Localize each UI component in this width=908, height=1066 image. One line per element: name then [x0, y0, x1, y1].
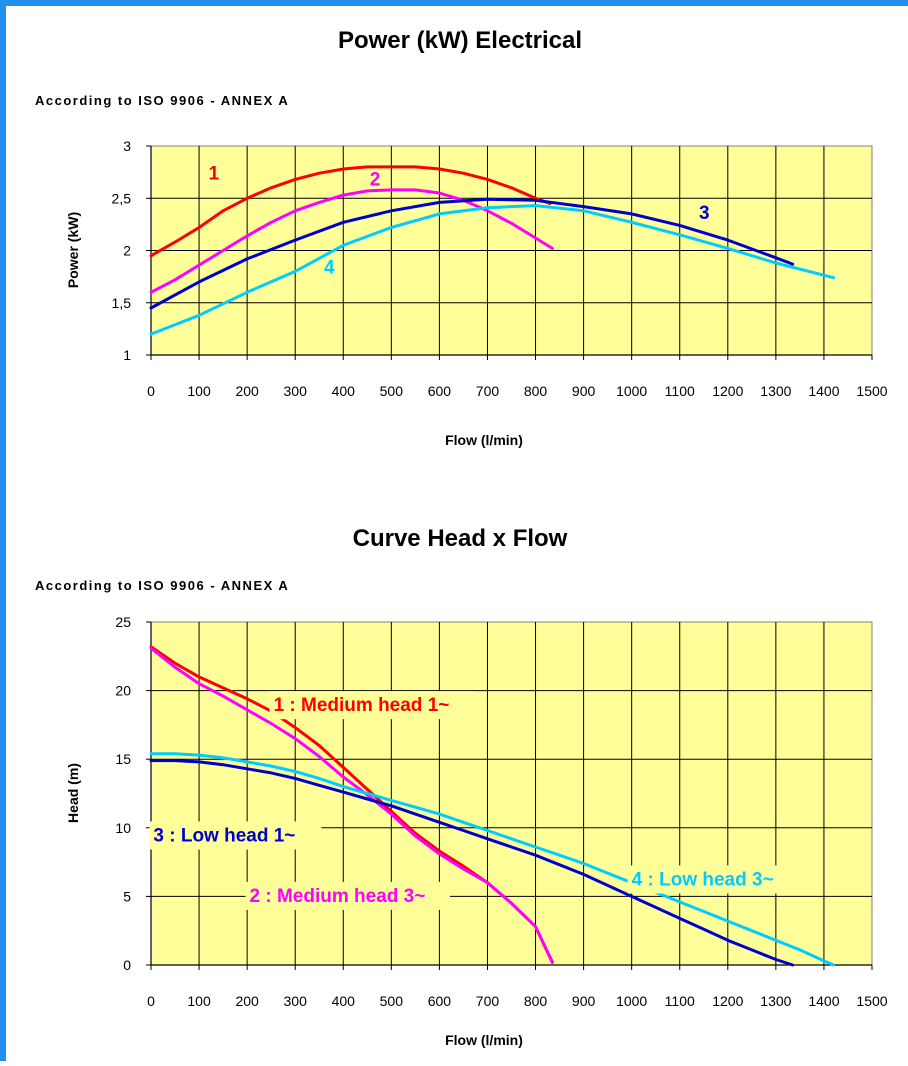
chart2-y-tick-label: 15 — [115, 751, 131, 767]
chart2-y-axis-label: Head (m) — [65, 763, 81, 823]
chart2-x-tick-label: 900 — [572, 993, 596, 1009]
chart1-x-tick-label: 500 — [380, 383, 404, 399]
chart2-series-annotation: 1 : Medium head 1~ — [274, 695, 450, 716]
chart2-series-line-3 — [149, 759, 795, 967]
chart1-series-annotation: 1 — [209, 163, 220, 184]
chart1-subtitle: According to ISO 9906 - ANNEX A — [35, 93, 289, 108]
chart2-x-tick-label: 800 — [524, 993, 548, 1009]
chart2-x-axis-label: Flow (l/min) — [445, 1032, 523, 1048]
chart2-annotation-box — [627, 865, 800, 894]
chart1-title: Power (kW) Electrical — [338, 27, 582, 54]
chart2-x-tick-label: 1000 — [616, 993, 647, 1009]
chart2-y-tick-label: 0 — [123, 957, 131, 973]
chart2-plot-area — [150, 621, 873, 966]
chart1-x-tick-label: 300 — [284, 383, 308, 399]
chart1-x-tick-label: 700 — [476, 383, 500, 399]
chart2-y-tick-label: 25 — [115, 614, 131, 630]
chart2-x-tick-label: 700 — [476, 993, 500, 1009]
charts-svg: Power (kW) Electrical According to ISO 99… — [35, 27, 888, 1048]
chart2-annotation-box — [269, 691, 474, 720]
chart1-y-tick-label: 2,5 — [112, 190, 132, 206]
chart1-y-tick-label: 1 — [123, 347, 131, 363]
chart1-series-annotation: 2 — [370, 170, 381, 191]
chart1-x-tick-label: 0 — [147, 383, 155, 399]
chart2-subtitle: According to ISO 9906 - ANNEX A — [35, 578, 289, 593]
chart1-x-tick-label: 1100 — [665, 383, 695, 399]
chart1-series-line-4 — [149, 204, 835, 336]
chart2-x-tick-label: 100 — [187, 993, 211, 1009]
chart1-x-tick-label: 1200 — [712, 383, 743, 399]
chart2-x-tick-label: 200 — [235, 993, 259, 1009]
chart2-x-tick-label: 600 — [428, 993, 452, 1009]
chart2-x-tick-label: 1300 — [760, 993, 791, 1009]
chart1-x-tick-label: 800 — [524, 383, 548, 399]
chart2-y-tick-label: 10 — [115, 820, 131, 836]
chart1-y-tick-label: 3 — [123, 138, 131, 154]
chart1-x-tick-label: 1000 — [616, 383, 647, 399]
chart2-series-line-2 — [149, 646, 554, 964]
chart1-series-line-2 — [149, 188, 554, 294]
chart1-y-axis-label: Power (kW) — [65, 212, 81, 288]
chart2-x-tick-label: 400 — [332, 993, 356, 1009]
chart1-y-tick-label: 1,5 — [112, 295, 132, 311]
chart2-x-tick-label: 1200 — [712, 993, 743, 1009]
chart2-y-tick-label: 20 — [115, 683, 131, 699]
chart1-x-tick-label: 900 — [572, 383, 596, 399]
chart2-series-line-4 — [149, 752, 835, 967]
chart2-title: Curve Head x Flow — [353, 525, 568, 552]
chart1-x-tick-label: 400 — [332, 383, 356, 399]
chart1-x-tick-label: 1300 — [760, 383, 791, 399]
chart2-series-annotation: 3 : Low head 1~ — [153, 826, 295, 847]
chart2-x-tick-label: 1400 — [808, 993, 839, 1009]
chart1-x-tick-label: 1400 — [808, 383, 839, 399]
chart2-y-tick-label: 5 — [123, 888, 131, 904]
chart2-x-tick-label: 0 — [147, 993, 155, 1009]
chart1-x-tick-label: 1500 — [856, 383, 887, 399]
chart1-x-tick-label: 600 — [428, 383, 452, 399]
chart2-x-tick-label: 1100 — [665, 993, 695, 1009]
chart2-x-tick-label: 300 — [284, 993, 308, 1009]
chart1-series-line-3 — [149, 197, 795, 310]
chart2-x-tick-label: 500 — [380, 993, 404, 1009]
chart1-x-axis-label: Flow (l/min) — [445, 432, 523, 448]
chart1-series-annotation: 4 — [324, 257, 335, 278]
chart1-x-tick-label: 100 — [187, 383, 211, 399]
chart1-series-annotation: 3 — [699, 203, 710, 224]
chart2-series-annotation: 4 : Low head 3~ — [632, 869, 774, 890]
chart2-annotation-box — [149, 821, 322, 850]
chart2-annotation-box — [245, 881, 450, 910]
chart1-x-tick-label: 200 — [235, 383, 259, 399]
chart1-series-line-1 — [149, 165, 552, 258]
chart2-series-annotation: 2 : Medium head 3~ — [250, 886, 426, 907]
chart2-x-tick-label: 1500 — [856, 993, 887, 1009]
chart1-y-tick-label: 2 — [123, 243, 131, 259]
